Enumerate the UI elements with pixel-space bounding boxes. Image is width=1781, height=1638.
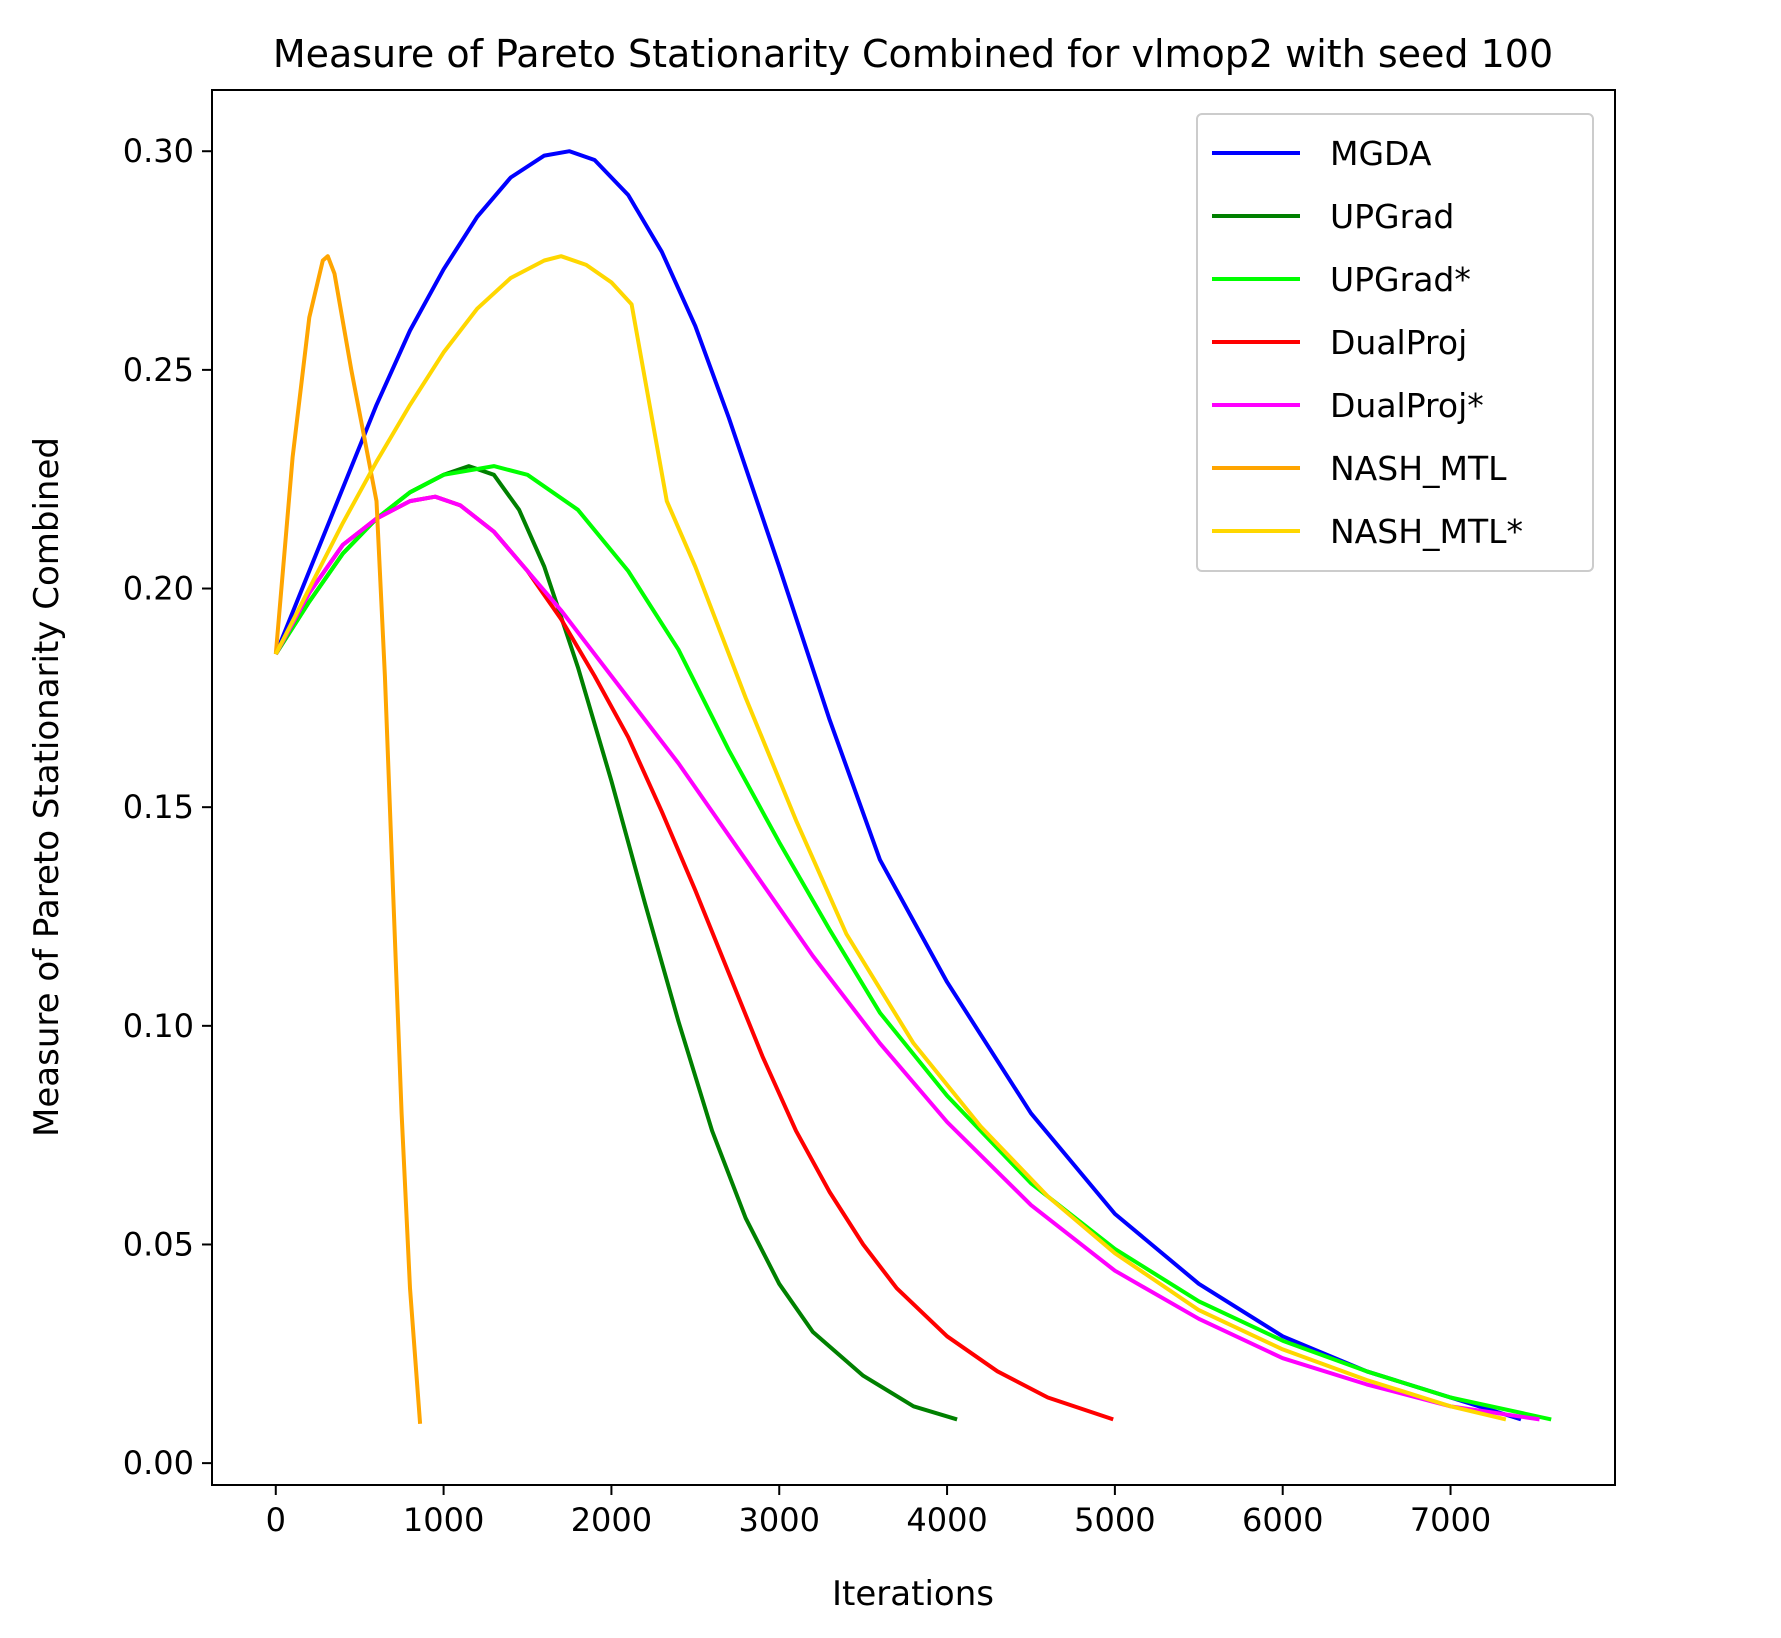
legend-label: UPGrad xyxy=(1330,197,1454,236)
x-tick-label: 7000 xyxy=(1410,1501,1491,1539)
y-axis-label: Measure of Pareto Stationarity Combined xyxy=(27,437,67,1137)
y-tick-label: 0.30 xyxy=(123,132,194,170)
x-tick-label: 2000 xyxy=(571,1501,652,1539)
y-tick-label: 0.15 xyxy=(123,788,194,826)
x-tick-label: 3000 xyxy=(739,1501,820,1539)
y-tick-label: 0.05 xyxy=(123,1225,194,1263)
y-tick-label: 0.00 xyxy=(123,1444,194,1482)
legend-box xyxy=(1196,113,1594,572)
legend-label: DualProj xyxy=(1330,323,1467,362)
legend-label: NASH_MTL* xyxy=(1330,512,1523,551)
y-tick-label: 0.10 xyxy=(123,1007,194,1045)
series-line-dualproj- xyxy=(274,494,1540,1422)
x-tick-label: 0 xyxy=(266,1501,286,1539)
legend: MGDA UPGrad UPGrad* DualProj DualProj* NASH_M… xyxy=(1196,113,1594,572)
legend-label: DualProj* xyxy=(1330,386,1484,425)
series-line-upgrad- xyxy=(274,464,1552,1422)
series-line-nash-mtl- xyxy=(274,254,1507,1422)
x-axis-label: Iterations xyxy=(832,1574,994,1614)
legend-label: UPGrad* xyxy=(1330,260,1471,299)
series-line-mgda xyxy=(273,149,1522,1422)
y-tick-label: 0.20 xyxy=(123,570,194,608)
x-tick-label: 6000 xyxy=(1242,1501,1323,1539)
legend-label: MGDA xyxy=(1330,134,1432,173)
y-tick-label: 0.25 xyxy=(123,351,194,389)
plot-series xyxy=(273,149,1552,1424)
series-line-nash-mtl xyxy=(273,254,423,1424)
chart-title: Measure of Pareto Stationarity Combined … xyxy=(273,32,1553,76)
x-tick-label: 4000 xyxy=(906,1501,987,1539)
x-tick-label: 5000 xyxy=(1074,1501,1155,1539)
axes-frame xyxy=(211,89,1616,1486)
x-axis-ticks: 0 1000 2000 3000 4000 5000 6000 7000 xyxy=(266,1485,1491,1539)
y-axis-ticks: 0.00 0.05 0.10 0.15 0.20 0.25 0.30 xyxy=(123,132,212,1482)
legend-label: NASH_MTL xyxy=(1330,449,1507,488)
x-tick-label: 1000 xyxy=(403,1501,484,1539)
